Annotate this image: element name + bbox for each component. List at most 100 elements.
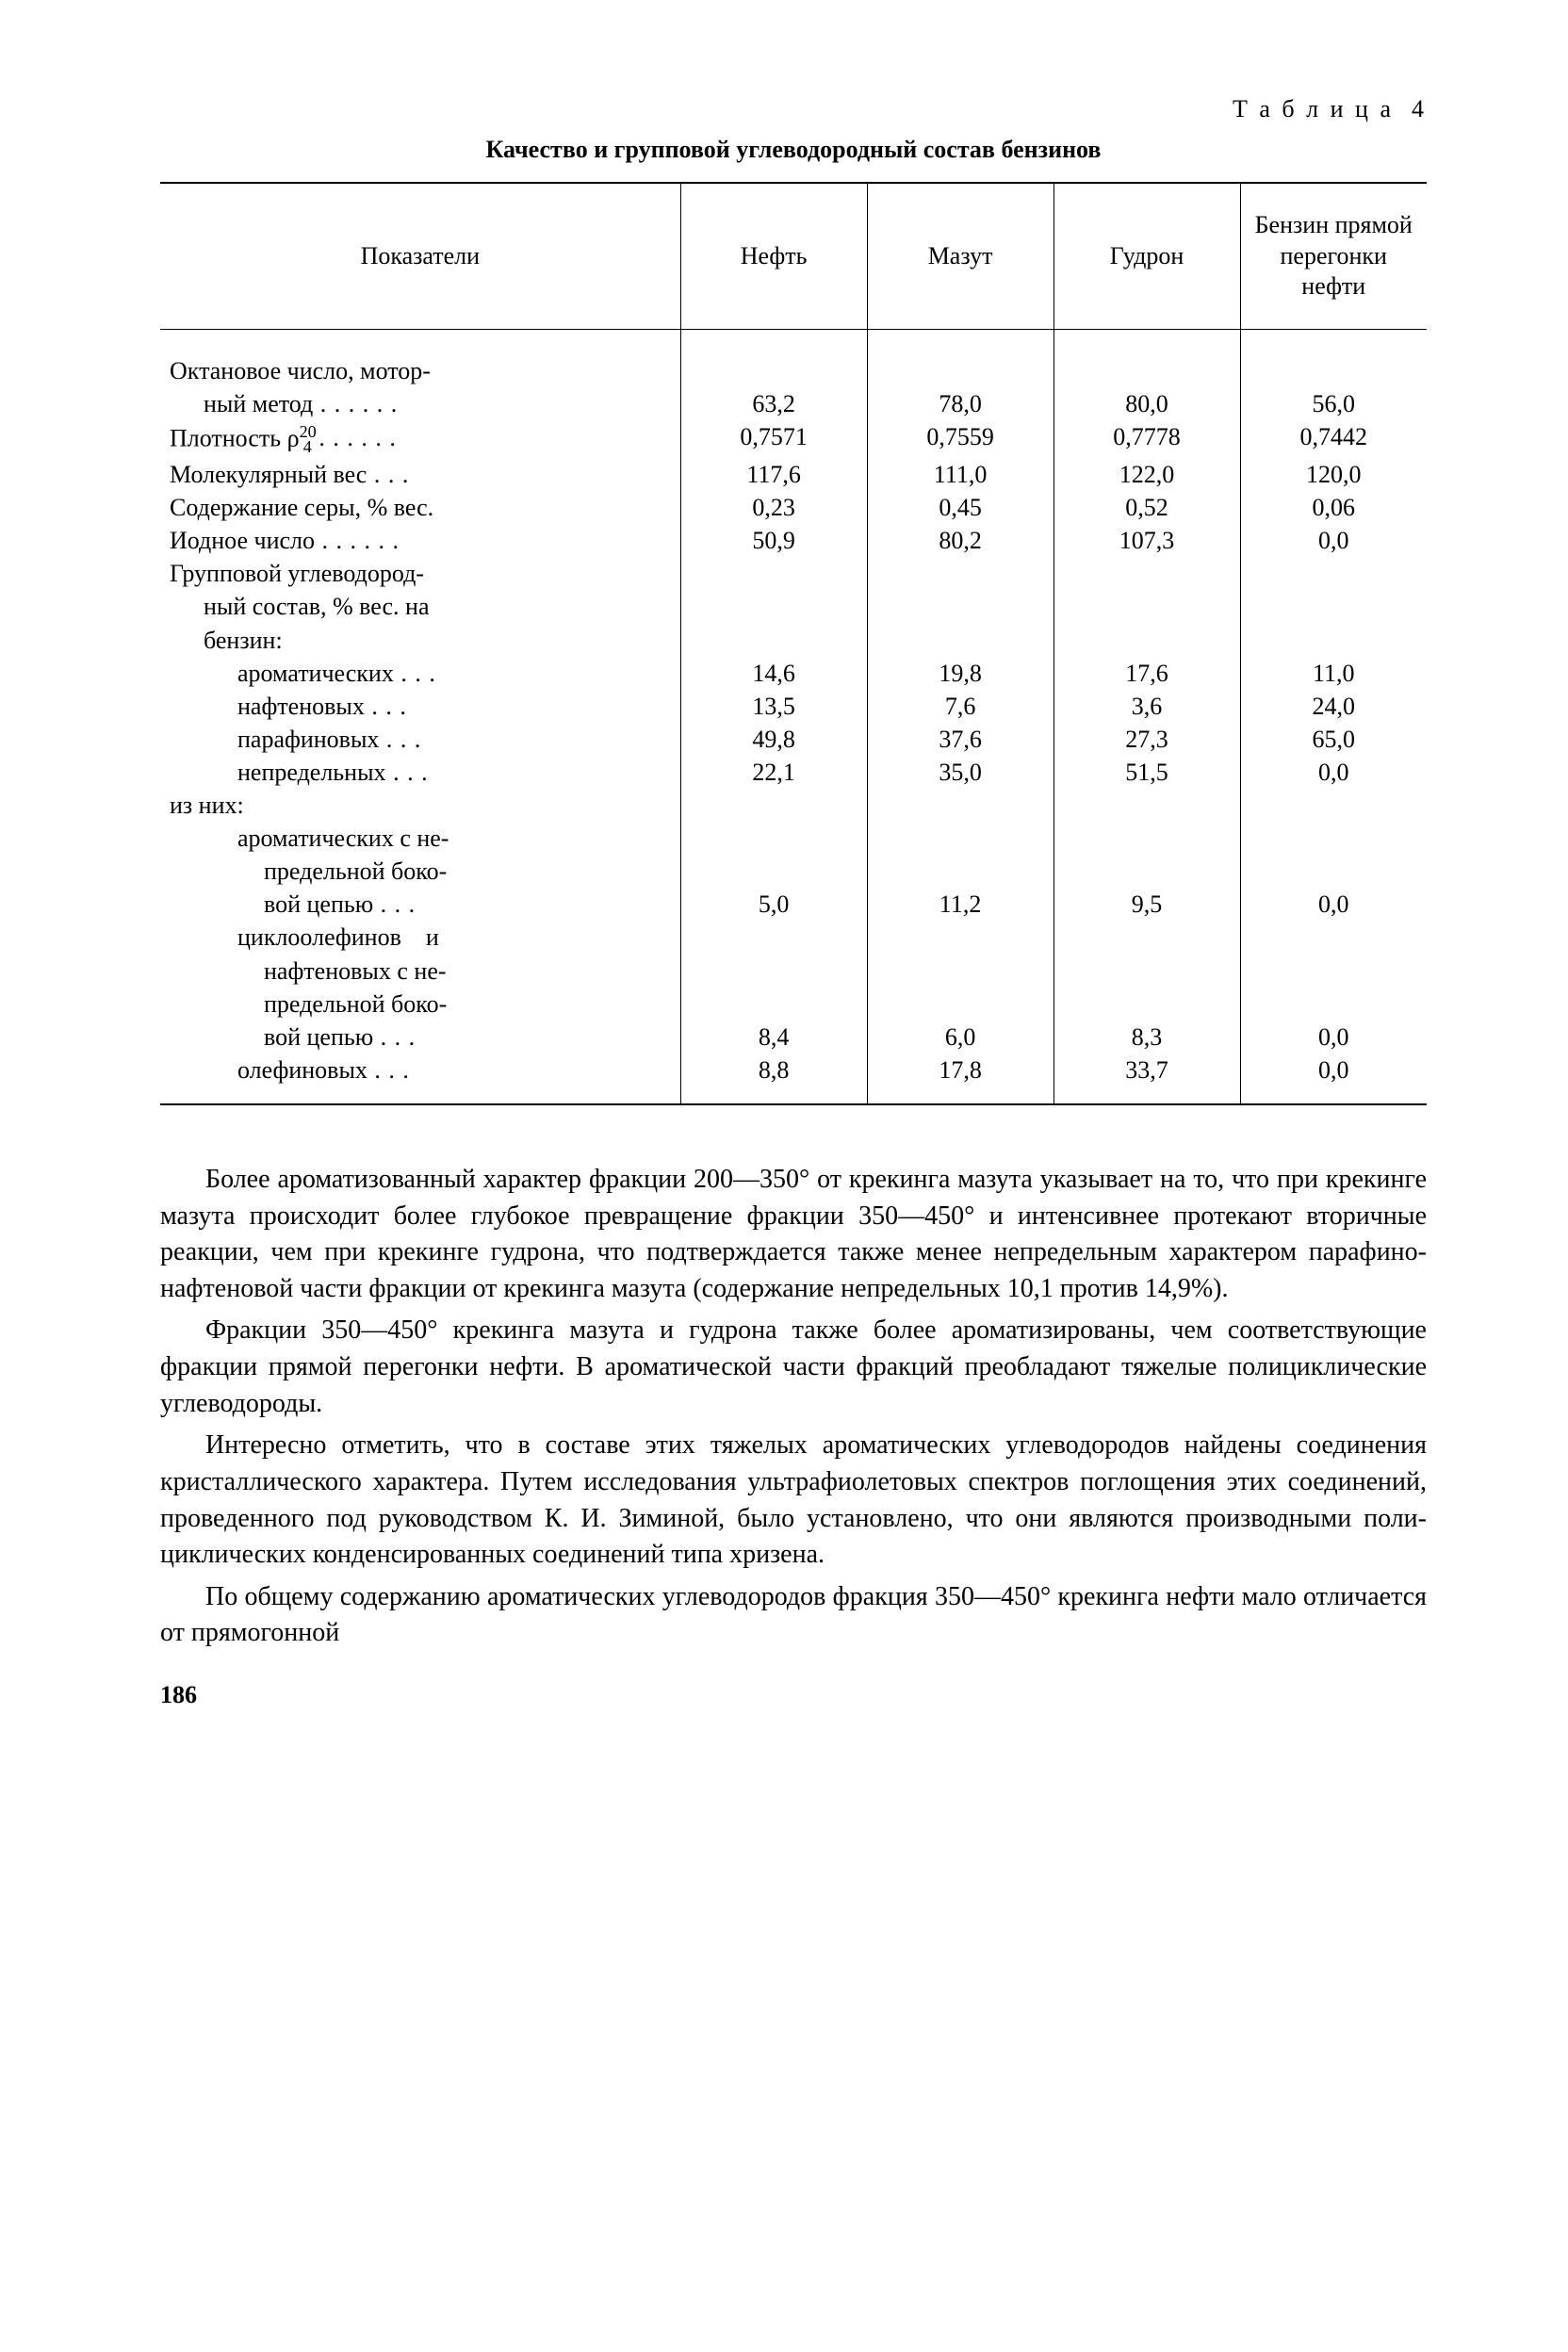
cell-value: 78,0	[867, 387, 1054, 420]
row-label: бензин:	[170, 624, 671, 657]
cell-value: 13,5	[680, 690, 867, 723]
cell-value: 80,2	[867, 524, 1054, 557]
table-row: бензин:	[160, 624, 1427, 657]
cell-value: 19,8	[867, 657, 1054, 690]
table-row: Октановое число, мотор-	[160, 329, 1427, 387]
row-label: Октановое число, мотор-	[170, 354, 671, 387]
row-label: ный метод	[170, 387, 671, 420]
cell-value: 122,0	[1054, 458, 1240, 491]
cell-value: 0,7571	[680, 420, 867, 458]
cell-value: 0,0	[1240, 888, 1427, 921]
table-row: Иодное число 50,9 80,2 107,3 0,0	[160, 524, 1427, 557]
table-row: Молекулярный вес 117,6 111,0 122,0 120,0	[160, 458, 1427, 491]
cell-value: 17,8	[867, 1054, 1054, 1104]
row-label: непредельных	[170, 756, 671, 789]
row-label: предельной боко-	[170, 855, 671, 888]
cell-value: 111,0	[867, 458, 1054, 491]
cell-value: 35,0	[867, 756, 1054, 789]
cell-value: 49,8	[680, 723, 867, 756]
body-text: Более ароматизованный характер фракции 2…	[160, 1162, 1427, 1652]
table-row: нафтеновых с не-	[160, 955, 1427, 988]
paragraph: По общему содержанию ароматических углев…	[160, 1579, 1427, 1652]
cell-value: 0,06	[1240, 491, 1427, 524]
cell-value: 0,0	[1240, 1054, 1427, 1104]
cell-value: 63,2	[680, 387, 867, 420]
paragraph: Более ароматизованный характер фракции 2…	[160, 1162, 1427, 1308]
row-label: Иодное число	[170, 524, 671, 557]
row-label: Групповой углеводород-	[170, 557, 671, 590]
table-row: из них:	[160, 789, 1427, 822]
table-row: ароматических 14,6 19,8 17,6 11,0	[160, 657, 1427, 690]
row-label: из них:	[170, 792, 244, 819]
table-title: Качество и групповой углеводородный сост…	[160, 135, 1427, 166]
cell-value: 0,52	[1054, 491, 1240, 524]
cell-value: 0,7559	[867, 420, 1054, 458]
table-row: ароматических с не-	[160, 822, 1427, 855]
row-label: Молекулярный вес	[170, 458, 671, 491]
cell-value: 11,0	[1240, 657, 1427, 690]
col-mazut: Мазут	[867, 183, 1054, 329]
row-label: предельной боко-	[170, 988, 671, 1021]
cell-value: 11,2	[867, 888, 1054, 921]
cell-value: 0,0	[1240, 524, 1427, 557]
cell-value: 120,0	[1240, 458, 1427, 491]
table-row: парафиновых 49,8 37,6 27,3 65,0	[160, 723, 1427, 756]
row-label: ароматических с не-	[170, 822, 671, 855]
table-row: предельной боко-	[160, 855, 1427, 888]
cell-value: 8,4	[680, 1021, 867, 1054]
data-table: Показатели Нефть Мазут Гудрон Бензин пря…	[160, 182, 1427, 1105]
table-row: ный метод 63,2 78,0 80,0 56,0	[160, 387, 1427, 420]
row-label: циклоолефинов и	[170, 921, 671, 954]
cell-value: 65,0	[1240, 723, 1427, 756]
cell-value: 80,0	[1054, 387, 1240, 420]
cell-value: 56,0	[1240, 387, 1427, 420]
table-row: вой цепью 5,0 11,2 9,5 0,0	[160, 888, 1427, 921]
table-header-row: Показатели Нефть Мазут Гудрон Бензин пря…	[160, 183, 1427, 329]
row-label: Плотность ρ204	[170, 420, 671, 458]
row-label: нафтеновых с не-	[170, 955, 671, 988]
table-row: циклоолефинов и	[160, 921, 1427, 954]
cell-value: 107,3	[1054, 524, 1240, 557]
table-row: ный состав, % вес. на	[160, 590, 1427, 623]
cell-value: 0,0	[1240, 756, 1427, 789]
table-row: вой цепью 8,4 6,0 8,3 0,0	[160, 1021, 1427, 1054]
cell-value: 5,0	[680, 888, 867, 921]
col-gasoline: Бензин прямой перегон­ки нефти	[1240, 183, 1427, 329]
cell-value: 24,0	[1240, 690, 1427, 723]
cell-value: 0,23	[680, 491, 867, 524]
row-label: Содержание серы, % вес.	[170, 491, 671, 524]
cell-value: 27,3	[1054, 723, 1240, 756]
row-label: вой цепью	[170, 888, 671, 921]
cell-value: 6,0	[867, 1021, 1054, 1054]
col-oil: Нефть	[680, 183, 867, 329]
paragraph: Интересно отметить, что в составе этих т…	[160, 1428, 1427, 1574]
row-label: вой цепью	[170, 1021, 671, 1054]
cell-value: 0,45	[867, 491, 1054, 524]
cell-value: 17,6	[1054, 657, 1240, 690]
table-row: Плотность ρ204 0,7571 0,7559 0,7778 0,74…	[160, 420, 1427, 458]
cell-value: 33,7	[1054, 1054, 1240, 1104]
paragraph: Фракции 350—450° крекинга мазута и гудро…	[160, 1313, 1427, 1422]
row-label: нафтеновых	[170, 690, 671, 723]
cell-value: 14,6	[680, 657, 867, 690]
cell-value: 0,7778	[1054, 420, 1240, 458]
cell-value: 117,6	[680, 458, 867, 491]
table-row: нафтеновых 13,5 7,6 3,6 24,0	[160, 690, 1427, 723]
cell-value: 7,6	[867, 690, 1054, 723]
row-label: олефиновых	[170, 1054, 671, 1086]
cell-value: 37,6	[867, 723, 1054, 756]
table-row: непредельных 22,1 35,0 51,5 0,0	[160, 756, 1427, 789]
row-label: ный состав, % вес. на	[170, 590, 671, 623]
cell-value: 8,8	[680, 1054, 867, 1104]
cell-value: 0,7442	[1240, 420, 1427, 458]
table-number: Т а б л и ц а 4	[160, 94, 1427, 125]
col-tar: Гудрон	[1054, 183, 1240, 329]
table-row: олефиновых 8,8 17,8 33,7 0,0	[160, 1054, 1427, 1104]
table-row: предельной боко-	[160, 988, 1427, 1021]
cell-value: 50,9	[680, 524, 867, 557]
table-row: Содержание серы, % вес. 0,23 0,45 0,52 0…	[160, 491, 1427, 524]
cell-value: 51,5	[1054, 756, 1240, 789]
col-indicators: Показатели	[160, 183, 680, 329]
cell-value: 8,3	[1054, 1021, 1240, 1054]
cell-value: 3,6	[1054, 690, 1240, 723]
